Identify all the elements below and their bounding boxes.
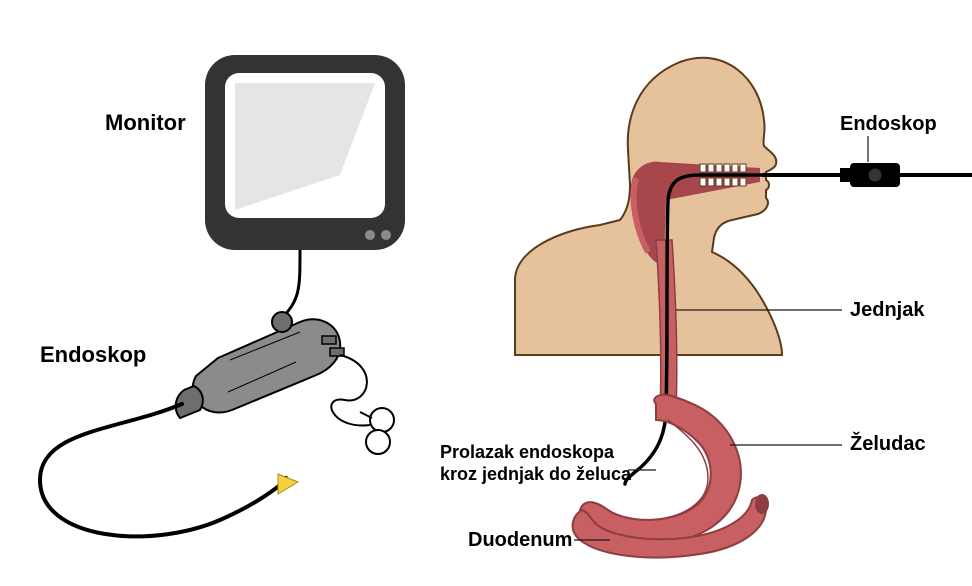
endoscope-probe	[762, 163, 972, 187]
scope-tip-icon	[278, 474, 298, 494]
endoscope-probe-label: Endoskop	[840, 113, 937, 135]
scope-tube	[40, 404, 286, 536]
duodenum-label: Duodenum	[468, 529, 572, 551]
caption-line1: Prolazak endoskopa	[440, 442, 615, 462]
monitor-label: Monitor	[105, 110, 186, 135]
monitor-device	[205, 55, 405, 250]
esophagus-label: Jednjak	[850, 299, 925, 321]
stomach-label: Želudac	[850, 431, 926, 455]
endoscope-device-label: Endoskop	[40, 342, 146, 367]
biopsy-scissors	[331, 355, 394, 454]
endoscope-handle	[176, 312, 344, 418]
caption-line2: kroz jednjak do želuca	[440, 464, 632, 484]
monitor-cable	[280, 250, 300, 320]
